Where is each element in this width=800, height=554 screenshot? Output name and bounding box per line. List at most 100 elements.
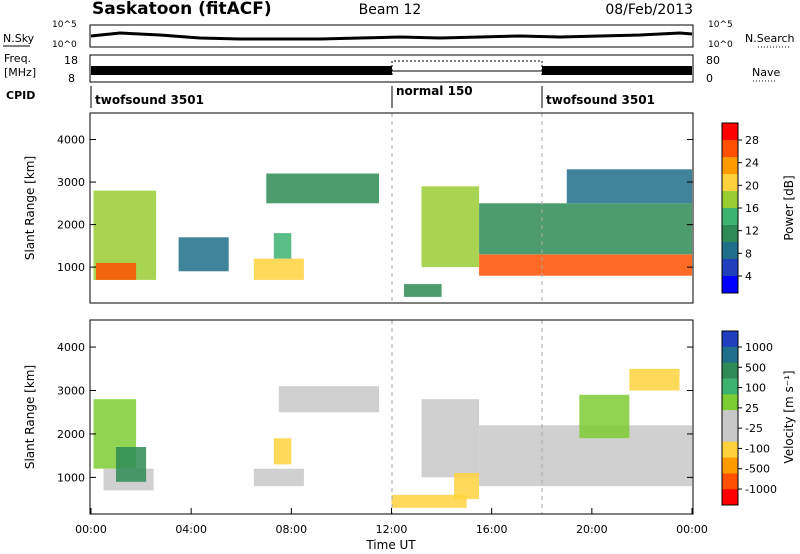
velocity-colorbar-tick-label-4: 25	[745, 402, 759, 415]
velocity-colorbar-tick-label-2: 500	[745, 361, 766, 374]
power-colorbar-cell-9	[722, 259, 738, 277]
power-echo-region-5	[273, 233, 292, 259]
nave-tick-bottom: 0	[706, 72, 713, 85]
velocity-colorbar-cell-4	[722, 378, 738, 395]
freq-band-twofsound-2	[542, 66, 692, 75]
freq-tick-bottom: 8	[68, 72, 75, 85]
noise-scale-bottom-right: 10^0	[708, 40, 733, 50]
power-echo-region-6	[266, 173, 379, 204]
time-tick-label-4: 12:00	[376, 523, 408, 536]
velocity-echo-region-11	[579, 394, 630, 439]
velocity-colorbar-tick-label-5: -25	[745, 422, 763, 435]
noise-scale-bottom-left: 10^0	[52, 40, 77, 50]
power-colorbar-cell-6	[722, 208, 738, 226]
velocity-y-tick-label-4: 4000	[57, 341, 85, 354]
power-colorbar-tick-label-7: 4	[745, 270, 752, 283]
power-panel-frame	[89, 112, 694, 304]
velocity-colorbar-tick-label-6: -100	[745, 442, 770, 455]
power-colorbar-cell-1	[722, 123, 738, 141]
velocity-y-axis-label: Slant Range [km]	[23, 365, 37, 469]
cpid-label: CPID	[6, 89, 35, 102]
velocity-echo-region-8	[454, 473, 480, 500]
velocity-colorbar-cell-5	[722, 394, 738, 411]
velocity-echo-region-9	[391, 494, 467, 508]
power-y-axis: 1000 2000 3000 4000	[57, 134, 693, 274]
power-colorbar-cell-5	[722, 191, 738, 209]
power-colorbar-cell-7	[722, 225, 738, 243]
nave-tick-top: 80	[706, 54, 720, 67]
freq-tick-top: 18	[64, 54, 78, 67]
power-echo-region-10	[566, 169, 692, 204]
power-colorbar-ticks: 28 24 20 16 12 8 4	[738, 134, 759, 283]
velocity-colorbar-ticks: 1000 500 100 25 -25 -100 -500 -1000	[738, 341, 777, 496]
time-tick-label-1: 00:00	[75, 523, 107, 536]
power-colorbar-tick-label-5: 12	[745, 225, 759, 238]
power-echo-region-8	[479, 254, 692, 276]
power-echo-region-11	[404, 284, 442, 297]
power-echo-region-2	[96, 262, 137, 280]
power-colorbar-cell-3	[722, 157, 738, 175]
velocity-colorbar: 1000 500 100 25 -25 -100 -500 -1000 Velocity [m…	[721, 330, 796, 506]
velocity-colorbar-tick-label-1: 1000	[745, 341, 773, 354]
velocity-echo-region-6	[278, 386, 379, 413]
velocity-y-tick-label-3: 3000	[57, 385, 85, 398]
freq-band-twofsound-1	[91, 66, 392, 75]
power-colorbar-cell-10	[722, 276, 738, 294]
velocity-y-tick-label-1: 1000	[57, 471, 85, 484]
power-colorbar-tick-label-1: 28	[745, 134, 759, 147]
power-colorbar-cell-8	[722, 242, 738, 260]
velocity-colorbar-tick-label-8: -1000	[745, 483, 777, 496]
velocity-panel: 1000 2000 3000 4000 Slant Range [km] 00:00 0…	[23, 319, 708, 552]
power-colorbar-tick-label-2: 24	[745, 157, 759, 170]
power-y-tick-label-1: 1000	[57, 261, 85, 274]
cpid-segment-2: normal 150	[396, 84, 473, 98]
power-y-axis-label: Slant Range [km]	[23, 156, 37, 260]
velocity-echo-region-5	[273, 438, 292, 465]
velocity-data-layer	[93, 368, 692, 508]
velocity-colorbar-frame	[721, 330, 739, 506]
velocity-colorbar-cell-11	[722, 489, 738, 506]
power-colorbar-label: Power [dB]	[782, 175, 796, 240]
noise-search-label: N.Search	[745, 32, 795, 45]
freq-panel-frame	[89, 54, 694, 83]
power-data-layer	[93, 169, 692, 297]
velocity-colorbar-cell-10	[722, 473, 738, 490]
noise-panel-frame	[89, 24, 694, 48]
power-y-tick-label-2: 2000	[57, 219, 85, 232]
station-title: Saskatoon (fitACF)	[92, 0, 272, 19]
power-colorbar: 28 24 20 16 12 8 4 Power [dB]	[721, 122, 796, 294]
time-tick-label-2: 04:00	[175, 523, 207, 536]
velocity-colorbar-cell-1	[722, 331, 738, 348]
noise-scale-top-left: 10^5	[52, 20, 77, 30]
time-tick-label-6: 20:00	[576, 523, 608, 536]
beam-title: Beam 12	[359, 2, 422, 18]
velocity-echo-region-4	[253, 468, 304, 487]
velocity-colorbar-cell-8	[722, 441, 738, 458]
time-tick-label-5: 16:00	[476, 523, 508, 536]
velocity-colorbar-cell-9	[722, 457, 738, 474]
velocity-colorbar-cell-7	[722, 425, 738, 443]
power-colorbar-tick-label-6: 8	[745, 247, 752, 260]
cpid-segment-1: twofsound 3501	[95, 93, 204, 107]
noise-scale-top-right: 10^5	[708, 20, 733, 30]
power-echo-region-3	[178, 237, 229, 272]
power-echo-region-9	[479, 203, 692, 255]
power-colorbar-cells	[722, 123, 738, 294]
power-y-tick-label-3: 3000	[57, 176, 85, 189]
power-colorbar-tick-label-3: 20	[745, 179, 759, 192]
velocity-y-axis: 1000 2000 3000 4000	[57, 341, 693, 484]
velocity-colorbar-cell-6	[722, 410, 738, 427]
cpid-segment-3: twofsound 3501	[546, 93, 655, 107]
date-title: 08/Feb/2013	[605, 2, 693, 18]
freq-label-line1: Freq.	[4, 52, 31, 65]
time-tick-label-7: 00:00	[676, 523, 708, 536]
velocity-echo-region-12	[629, 368, 680, 391]
power-echo-region-7	[421, 186, 480, 268]
velocity-colorbar-tick-label-3: 100	[745, 382, 766, 395]
time-axis-label: Time UT	[365, 538, 416, 552]
power-colorbar-cell-2	[722, 140, 738, 158]
velocity-y-tick-label-2: 2000	[57, 428, 85, 441]
velocity-colorbar-cell-2	[722, 346, 738, 364]
velocity-colorbar-cells	[722, 331, 738, 506]
